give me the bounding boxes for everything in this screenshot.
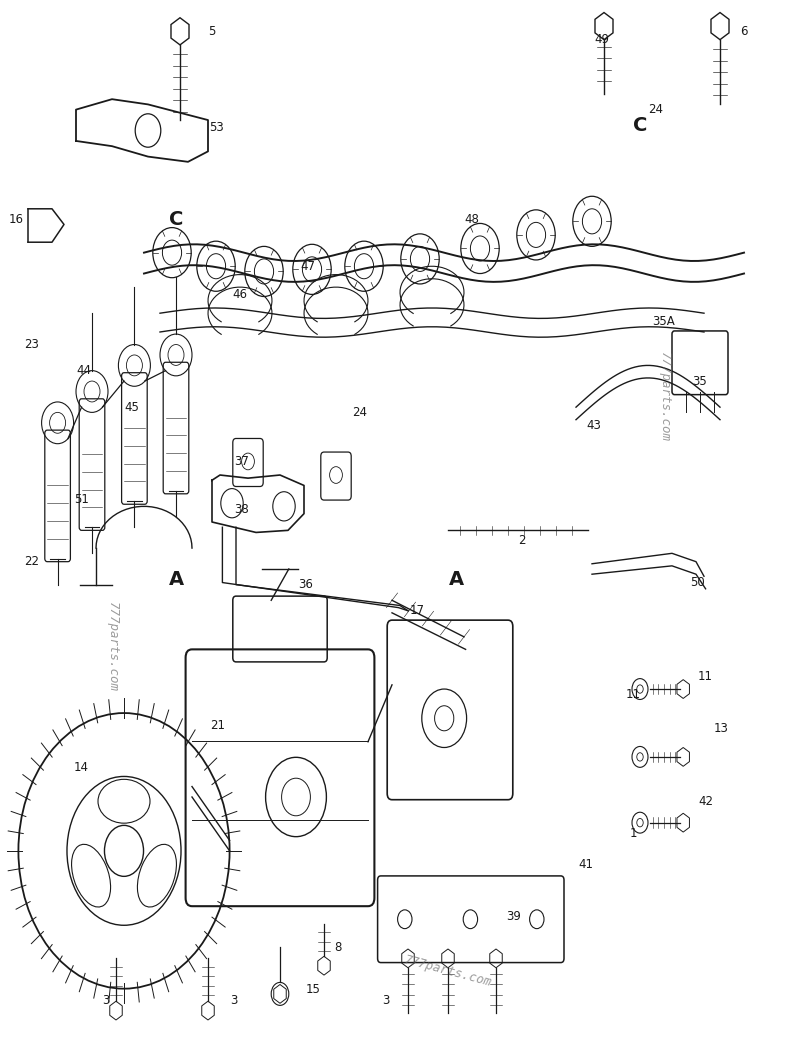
Text: 1: 1 (630, 827, 638, 839)
Text: 37: 37 (234, 455, 249, 468)
Text: 41: 41 (578, 858, 593, 871)
Text: 16: 16 (9, 213, 23, 226)
Text: 24: 24 (353, 406, 367, 419)
Text: 46: 46 (233, 288, 247, 301)
Text: 3: 3 (230, 994, 238, 1006)
Text: 777parts.com: 777parts.com (658, 352, 670, 442)
Text: 3: 3 (102, 994, 110, 1006)
Text: 6: 6 (740, 25, 748, 38)
Text: 11: 11 (626, 688, 641, 701)
Text: 50: 50 (690, 576, 705, 589)
Text: 51: 51 (74, 493, 89, 505)
Text: 2: 2 (518, 535, 526, 547)
Text: 777parts.com: 777parts.com (106, 602, 118, 692)
Text: 14: 14 (74, 761, 89, 774)
Text: 5: 5 (208, 25, 216, 38)
Text: C: C (633, 116, 647, 135)
Text: 48: 48 (465, 213, 479, 226)
Text: A: A (449, 570, 463, 589)
Text: 45: 45 (125, 401, 139, 413)
Text: 35: 35 (693, 375, 707, 387)
Text: 43: 43 (586, 420, 601, 432)
Text: 38: 38 (234, 503, 249, 516)
Text: 777parts.com: 777parts.com (403, 953, 493, 989)
Text: 35A: 35A (653, 315, 675, 328)
Text: 11: 11 (698, 670, 713, 683)
Text: 39: 39 (506, 910, 521, 923)
Text: 15: 15 (306, 983, 321, 996)
Text: 22: 22 (25, 555, 39, 568)
Text: 42: 42 (698, 796, 713, 808)
Text: A: A (169, 570, 183, 589)
Text: 17: 17 (410, 604, 425, 617)
Text: 36: 36 (298, 578, 313, 591)
Text: 21: 21 (210, 719, 225, 732)
Text: C: C (169, 210, 183, 229)
Text: 49: 49 (594, 33, 609, 46)
Text: 44: 44 (77, 364, 91, 377)
Text: 47: 47 (301, 260, 315, 272)
Text: 23: 23 (25, 338, 39, 351)
Text: 3: 3 (382, 994, 390, 1006)
Text: 13: 13 (714, 722, 729, 735)
Text: 53: 53 (209, 121, 223, 134)
Text: 8: 8 (334, 942, 342, 954)
Text: 24: 24 (649, 103, 663, 116)
